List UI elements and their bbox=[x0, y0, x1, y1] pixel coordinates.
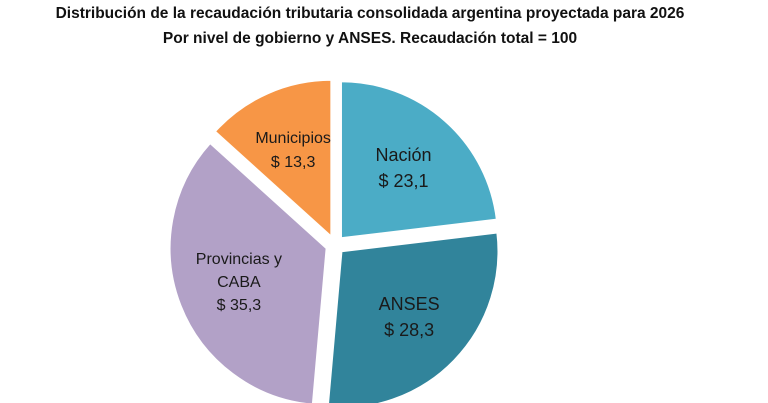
pie-slice bbox=[339, 80, 498, 240]
value-label: $ 28,3 bbox=[384, 319, 435, 340]
slice-label: Nación $ 23,1 bbox=[343, 123, 463, 213]
value-label: $ 13,3 bbox=[270, 153, 316, 171]
label-box: Nación $ 23,1 bbox=[343, 123, 463, 213]
slice-label: Municipios $ 13,3 bbox=[233, 106, 353, 196]
pie-slice bbox=[213, 78, 333, 240]
category-label: ANSES bbox=[378, 293, 440, 314]
label-box: Municipios $ 13,3 bbox=[233, 106, 353, 196]
category-label: Municipios bbox=[255, 130, 331, 148]
chart-title: Distribución de la recaudación tributari… bbox=[56, 5, 685, 22]
label-box: ANSES $ 28,3 bbox=[349, 272, 469, 362]
chart-subtitle: Por nivel de gobierno y ANSES. Recaudaci… bbox=[163, 30, 577, 47]
pie-slice bbox=[327, 231, 500, 403]
label-box: Provincias y CABA $ 35,3 bbox=[179, 238, 299, 328]
slice-label: Provincias y CABA $ 35,3 bbox=[179, 238, 299, 328]
pie-slice bbox=[168, 141, 328, 403]
category-label: Provincias y CABA bbox=[195, 250, 283, 292]
value-label: $ 35,3 bbox=[216, 297, 262, 315]
category-label: Nación bbox=[375, 144, 432, 165]
slice-label: ANSES $ 28,3 bbox=[349, 272, 469, 362]
value-label: $ 23,1 bbox=[378, 170, 429, 191]
